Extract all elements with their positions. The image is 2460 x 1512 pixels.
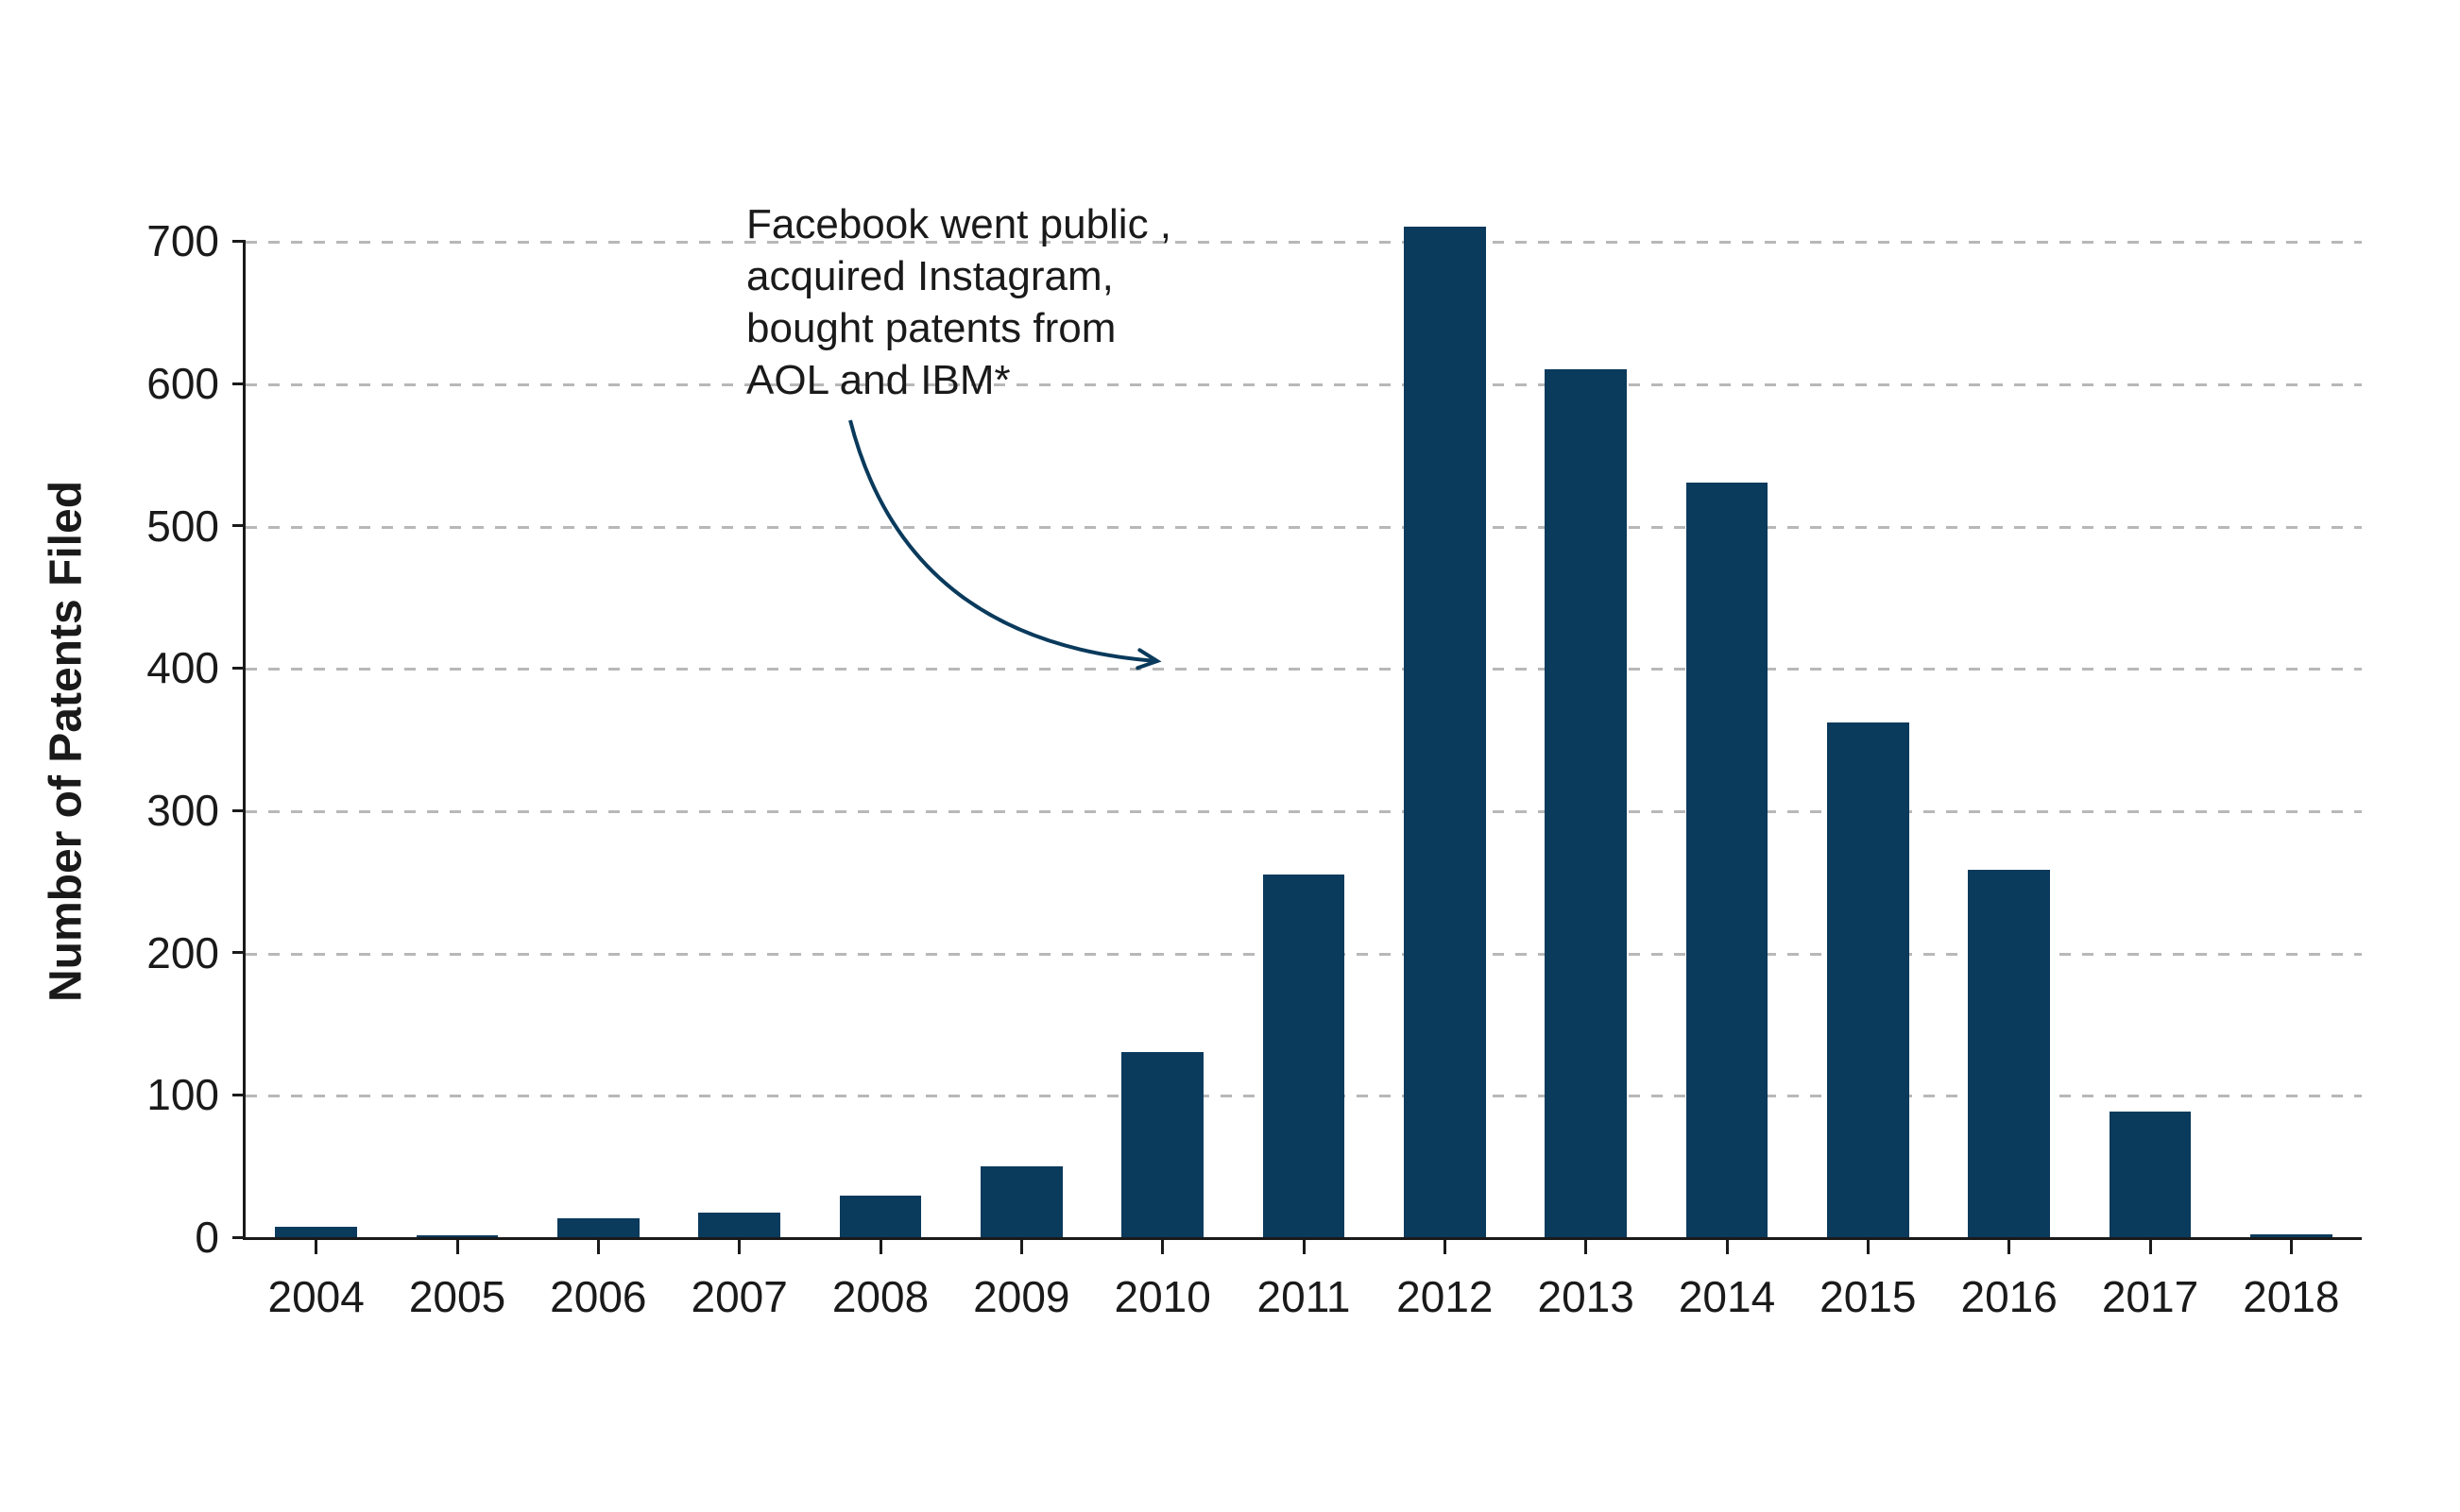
gridline xyxy=(246,241,2362,244)
y-axis-title: Number of Patents Filed xyxy=(41,481,93,1002)
x-tick-mark xyxy=(456,1237,459,1254)
y-tick-label: 400 xyxy=(146,642,219,693)
y-tick-label: 700 xyxy=(146,215,219,266)
x-tick-label: 2018 xyxy=(2243,1271,2339,1322)
x-tick-mark xyxy=(1303,1237,1306,1254)
x-tick-mark xyxy=(738,1237,741,1254)
y-tick-label: 0 xyxy=(195,1212,219,1263)
gridline xyxy=(246,526,2362,529)
x-tick-mark xyxy=(1444,1237,1446,1254)
bar xyxy=(1121,1052,1204,1237)
x-tick-label: 2014 xyxy=(1679,1271,1775,1322)
bar xyxy=(840,1196,922,1237)
y-tick-label: 200 xyxy=(146,927,219,978)
x-tick-mark xyxy=(2007,1237,2010,1254)
bar xyxy=(1545,369,1627,1237)
y-tick-label: 500 xyxy=(146,501,219,552)
x-tick-label: 2011 xyxy=(1257,1271,1351,1322)
x-tick-mark xyxy=(597,1237,600,1254)
bar xyxy=(1686,483,1768,1237)
gridline xyxy=(246,810,2362,813)
x-tick-label: 2009 xyxy=(973,1271,1069,1322)
x-tick-mark xyxy=(315,1237,317,1254)
gridline xyxy=(246,668,2362,671)
x-tick-label: 2016 xyxy=(1960,1271,2057,1322)
bar xyxy=(557,1218,640,1237)
x-tick-label: 2005 xyxy=(409,1271,505,1322)
x-tick-mark xyxy=(2149,1237,2152,1254)
bar xyxy=(981,1166,1063,1237)
gridline xyxy=(246,383,2362,386)
x-tick-label: 2010 xyxy=(1114,1271,1210,1322)
x-tick-mark xyxy=(1161,1237,1164,1254)
y-tick-label: 100 xyxy=(146,1069,219,1120)
x-tick-mark xyxy=(1867,1237,1870,1254)
x-tick-mark xyxy=(880,1237,882,1254)
x-tick-label: 2015 xyxy=(1819,1271,1916,1322)
x-tick-label: 2004 xyxy=(267,1271,364,1322)
x-tick-mark xyxy=(1726,1237,1729,1254)
bar xyxy=(1263,875,1345,1237)
plot-area xyxy=(246,170,2362,1237)
bar xyxy=(698,1213,780,1237)
bar xyxy=(275,1227,357,1237)
patents-bar-chart: Number of Patents Filed Facebook went pu… xyxy=(0,0,2460,1512)
bar xyxy=(2110,1112,2192,1237)
x-tick-mark xyxy=(1020,1237,1023,1254)
x-tick-label: 2006 xyxy=(550,1271,646,1322)
x-tick-label: 2017 xyxy=(2102,1271,2198,1322)
annotation-text: Facebook went public , acquired Instagra… xyxy=(746,198,1171,406)
x-tick-label: 2012 xyxy=(1396,1271,1493,1322)
bar xyxy=(1404,227,1486,1237)
x-tick-label: 2007 xyxy=(691,1271,787,1322)
bar xyxy=(1968,870,2050,1237)
x-tick-label: 2008 xyxy=(832,1271,929,1322)
y-tick-label: 600 xyxy=(146,358,219,409)
x-tick-label: 2013 xyxy=(1537,1271,1633,1322)
y-tick-label: 300 xyxy=(146,785,219,836)
bar xyxy=(1827,722,1909,1237)
x-tick-mark xyxy=(2290,1237,2293,1254)
x-tick-mark xyxy=(1584,1237,1587,1254)
y-axis-line xyxy=(243,241,246,1237)
